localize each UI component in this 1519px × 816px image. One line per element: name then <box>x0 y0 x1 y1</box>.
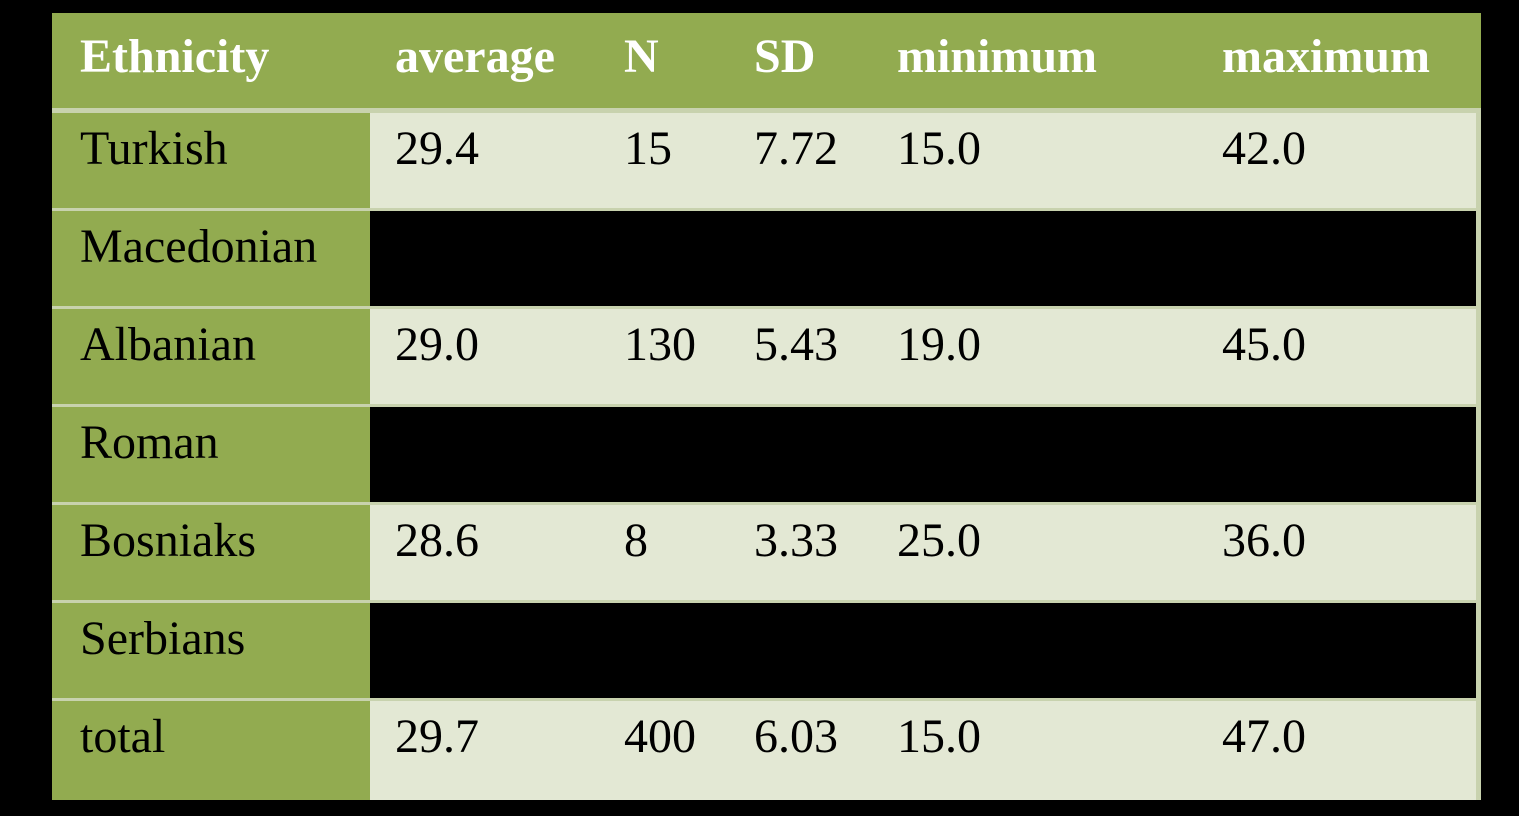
table-row: Turkish 29.4 15 7.72 15.0 42.0 <box>52 113 1481 208</box>
header-cell: minimum <box>897 30 1098 83</box>
header-cell: average <box>395 30 555 83</box>
header-cell: Ethnicity <box>80 30 270 83</box>
row-label: Bosniaks <box>80 514 257 567</box>
cell-value: 28.6 <box>395 514 479 567</box>
data-cell <box>370 505 1476 600</box>
cell-value: 7.72 <box>754 122 838 175</box>
cell-value: 42.0 <box>1222 122 1306 175</box>
label-cell <box>52 505 370 600</box>
header-cell: SD <box>754 30 816 83</box>
table-row: Macedonian <box>52 211 1481 306</box>
label-cell <box>52 211 370 306</box>
cell-value: 19.0 <box>897 318 981 371</box>
cell-value: 29.7 <box>395 710 479 763</box>
data-cell <box>370 603 1476 698</box>
row-label: Serbians <box>80 612 246 665</box>
label-cell <box>52 113 370 208</box>
cell-value: 25.0 <box>897 514 981 567</box>
cell-value: 5.43 <box>754 318 838 371</box>
table-row: total 29.7 400 6.03 15.0 47.0 <box>52 701 1481 800</box>
table-row: Albanian 29.0 130 5.43 19.0 45.0 <box>52 309 1481 404</box>
cell-value: 6.03 <box>754 710 838 763</box>
data-cell <box>370 309 1476 404</box>
cell-value: 29.0 <box>395 318 479 371</box>
cell-value: 45.0 <box>1222 318 1306 371</box>
cell-value: 3.33 <box>754 514 838 567</box>
cell-value: 8 <box>624 514 648 567</box>
header-cell: maximum <box>1222 30 1430 83</box>
cell-value: 47.0 <box>1222 710 1306 763</box>
cell-value: 15 <box>624 122 672 175</box>
cell-value: 400 <box>624 710 696 763</box>
cell-value: 36.0 <box>1222 514 1306 567</box>
cell-value: 15.0 <box>897 710 981 763</box>
label-cell <box>52 309 370 404</box>
data-cell <box>370 701 1476 800</box>
label-cell <box>52 701 370 800</box>
row-label: Roman <box>80 416 219 469</box>
table-row: Bosniaks 28.6 8 3.33 25.0 36.0 <box>52 505 1481 600</box>
cell-value: 130 <box>624 318 696 371</box>
table-row: Roman <box>52 407 1481 502</box>
row-label: total <box>80 710 166 763</box>
row-label: Albanian <box>80 318 256 371</box>
data-cell <box>370 113 1476 208</box>
label-cell <box>52 603 370 698</box>
data-cell <box>370 211 1476 306</box>
table-row: Serbians <box>52 603 1481 698</box>
label-cell <box>52 407 370 502</box>
header-row: Ethnicity average N SD minimum maximum <box>52 13 1481 108</box>
row-label: Macedonian <box>80 220 318 273</box>
cell-value: 15.0 <box>897 122 981 175</box>
row-label: Turkish <box>80 122 228 175</box>
data-cell <box>370 407 1476 502</box>
header-cell: N <box>624 30 659 83</box>
table: Ethnicity average N SD minimum maximum Turkish… <box>52 13 1481 800</box>
cell-value: 29.4 <box>395 122 479 175</box>
